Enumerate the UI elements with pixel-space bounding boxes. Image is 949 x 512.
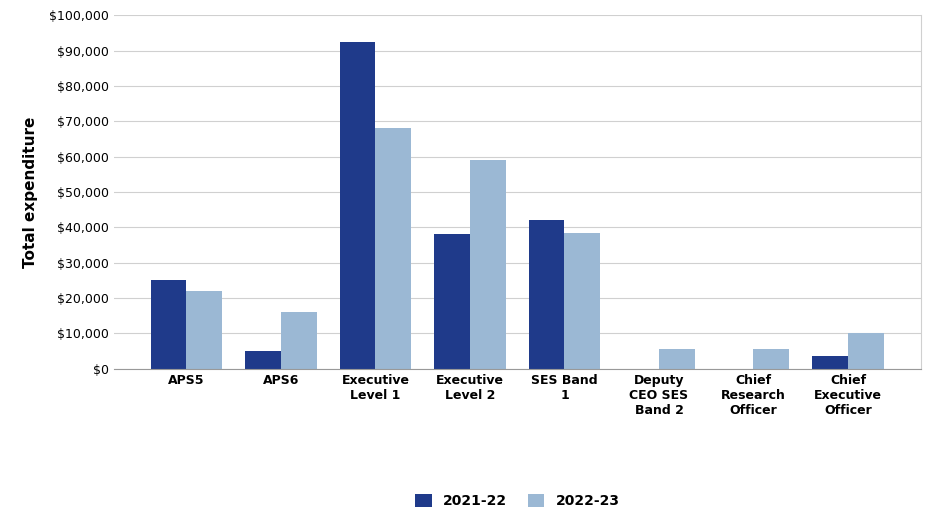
Bar xyxy=(281,312,317,369)
Bar xyxy=(434,234,470,369)
Bar xyxy=(848,333,884,369)
Bar xyxy=(812,356,848,369)
Bar xyxy=(565,232,601,369)
Y-axis label: Total expenditure: Total expenditure xyxy=(23,116,38,268)
Bar xyxy=(245,351,281,369)
Legend: 2021-22, 2022-23: 2021-22, 2022-23 xyxy=(409,488,625,512)
Bar xyxy=(186,291,222,369)
Bar xyxy=(376,129,411,369)
Bar xyxy=(151,281,186,369)
Bar xyxy=(340,42,376,369)
Bar xyxy=(659,349,695,369)
Bar xyxy=(529,220,565,369)
Bar xyxy=(754,349,790,369)
Bar xyxy=(470,160,506,369)
